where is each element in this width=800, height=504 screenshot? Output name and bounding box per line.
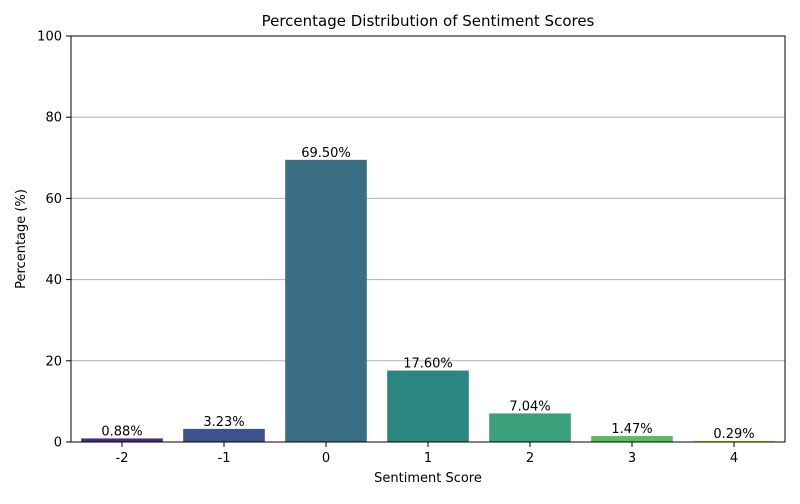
axes: 0 20 40 60 80 100 -2 -1 0 1 2 3 4 (37, 30, 738, 467)
bar-value-label: 1.47% (611, 422, 652, 437)
bar-value-label: 7.04% (509, 399, 550, 414)
bar-value-labels: 0.88% 3.23% 69.50% 17.60% 7.04% 1.47% 0.29% (101, 146, 754, 442)
x-tick-label: -2 (116, 451, 129, 466)
bar-value-label: 17.60% (403, 357, 453, 372)
x-tick-label: 4 (730, 451, 738, 466)
bar-3 (591, 436, 673, 442)
x-tick-label: -1 (218, 451, 231, 466)
y-tick-label: 40 (45, 273, 62, 288)
bar-2 (489, 413, 571, 442)
bar--1 (183, 428, 265, 442)
bar-value-label: 0.88% (101, 424, 142, 439)
bar--2 (81, 438, 163, 442)
x-axis-label: Sentiment Score (374, 471, 482, 486)
y-tick-label: 80 (45, 111, 62, 126)
x-tick-label: 1 (424, 451, 432, 466)
bar-0 (285, 159, 367, 442)
y-axis-label: Percentage (%) (14, 189, 29, 289)
bar-value-label: 69.50% (301, 146, 351, 161)
bar-4 (693, 440, 775, 442)
y-tick-label: 100 (37, 30, 62, 45)
bar-value-label: 3.23% (203, 415, 244, 430)
x-tick-label: 3 (628, 451, 636, 466)
x-tick-label: 2 (526, 451, 534, 466)
bar-1 (387, 370, 469, 442)
y-tick-label: 0 (54, 436, 62, 451)
y-tick-label: 60 (45, 192, 62, 207)
x-tick-label: 0 (322, 451, 330, 466)
bar-value-label: 0.29% (713, 427, 754, 442)
chart-title: Percentage Distribution of Sentiment Sco… (262, 12, 595, 30)
y-tick-label: 20 (45, 354, 62, 369)
bars (81, 159, 775, 442)
